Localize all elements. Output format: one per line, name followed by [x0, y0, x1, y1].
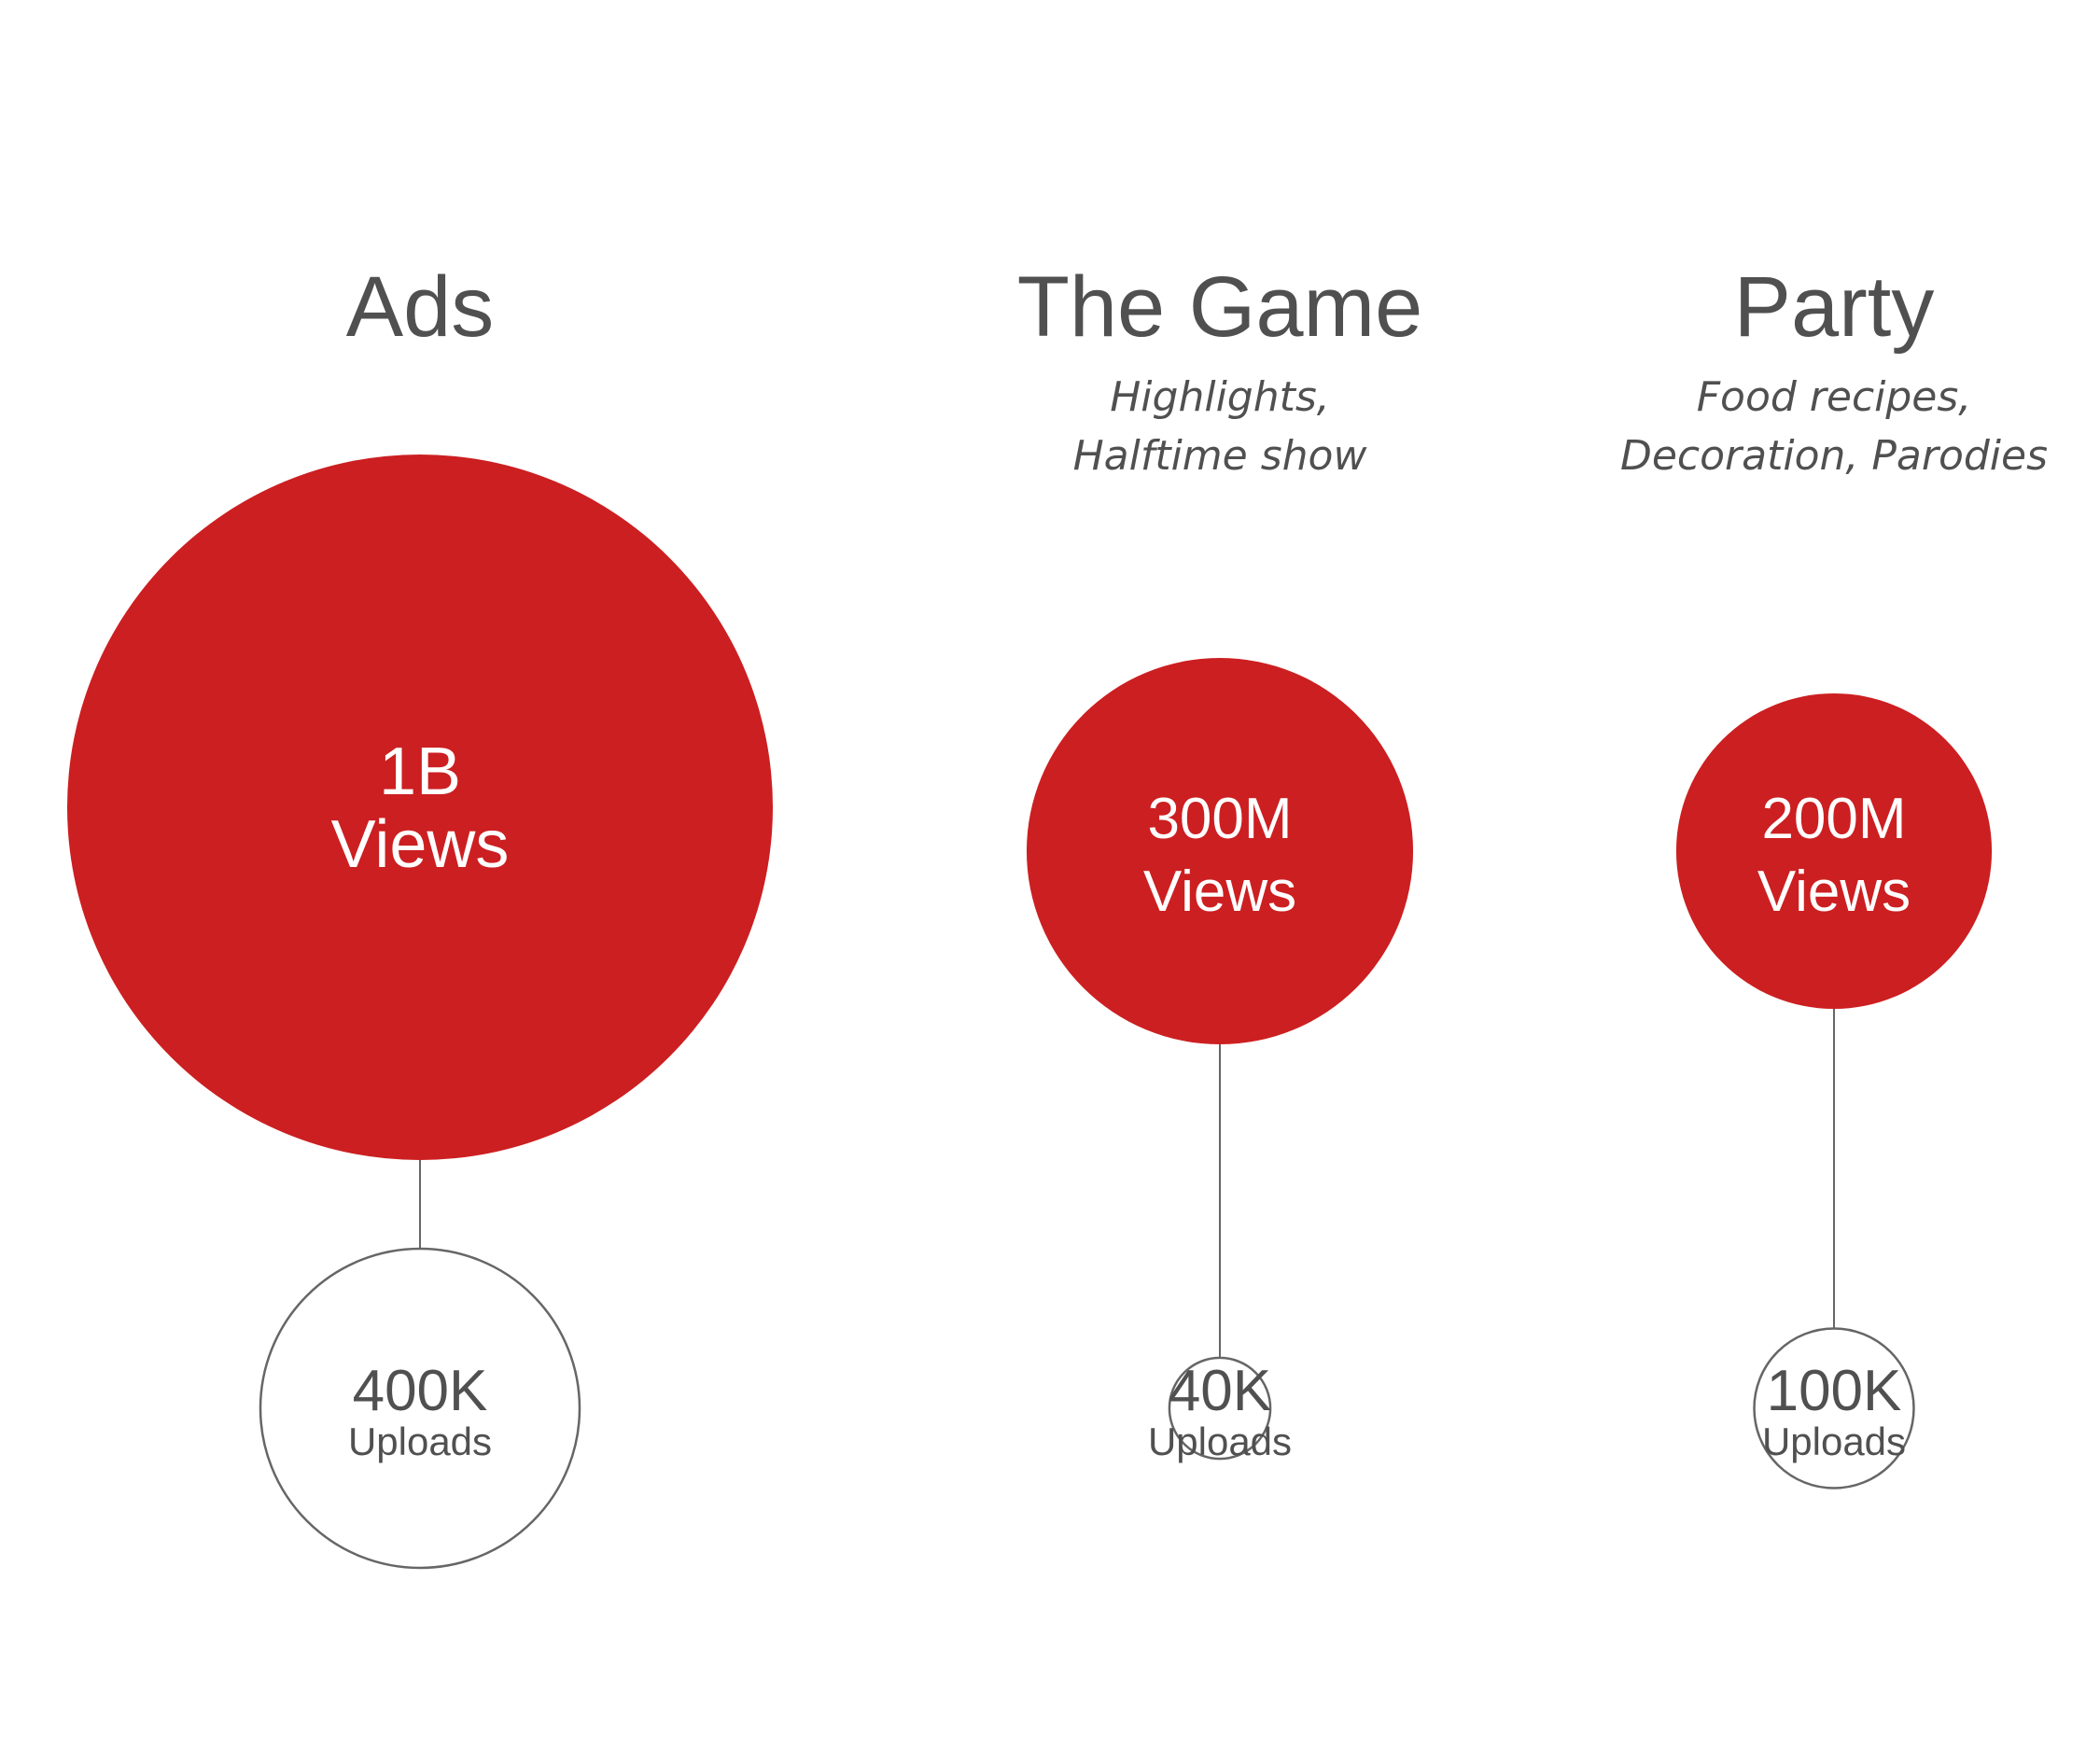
uploads-bubble: [259, 1247, 581, 1570]
category-subtitle-line: Food recipes,: [1697, 373, 1972, 421]
uploads-value-label: 400K: [353, 1359, 488, 1423]
category-subtitle-line: Highlights,: [1110, 373, 1330, 421]
uploads-value-label: 40K: [1169, 1359, 1271, 1423]
uploads-caption-label: Uploads: [1148, 1419, 1292, 1463]
uploads-bubble: [1753, 1327, 1915, 1489]
views-caption-label: Views: [1143, 860, 1296, 924]
uploads-caption-label: Uploads: [348, 1419, 492, 1463]
views-value-label: 1B: [379, 734, 461, 809]
views-caption-label: Views: [1757, 860, 1911, 924]
views-bubble: [1026, 657, 1414, 1045]
uploads-bubble: [1168, 1356, 1272, 1461]
uploads-caption-label: Uploads: [1762, 1419, 1906, 1463]
views-caption-label: Views: [331, 807, 510, 882]
views-bubble: [67, 454, 773, 1160]
category-subtitle-line: Decoration, Parodies: [1620, 432, 2048, 480]
uploads-value-label: 100K: [1767, 1359, 1902, 1423]
category-title: The Game: [1017, 259, 1423, 355]
category-title: Ads: [346, 259, 495, 355]
views-bubble: [1675, 692, 1993, 1010]
views-value-label: 300M: [1147, 787, 1292, 851]
views-value-label: 200M: [1761, 787, 1906, 851]
category-title: Party: [1734, 259, 1935, 355]
category-subtitle-line: Halftime show: [1073, 432, 1368, 480]
